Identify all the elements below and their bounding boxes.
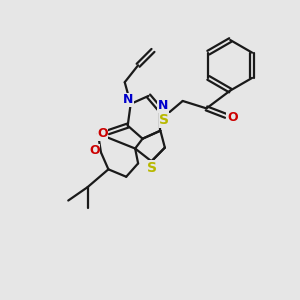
Text: O: O bbox=[97, 127, 108, 140]
Text: S: S bbox=[159, 113, 169, 127]
Text: N: N bbox=[158, 99, 168, 112]
Text: O: O bbox=[89, 144, 100, 158]
Text: N: N bbox=[123, 93, 134, 106]
Text: O: O bbox=[227, 111, 238, 124]
Text: S: S bbox=[147, 161, 157, 175]
